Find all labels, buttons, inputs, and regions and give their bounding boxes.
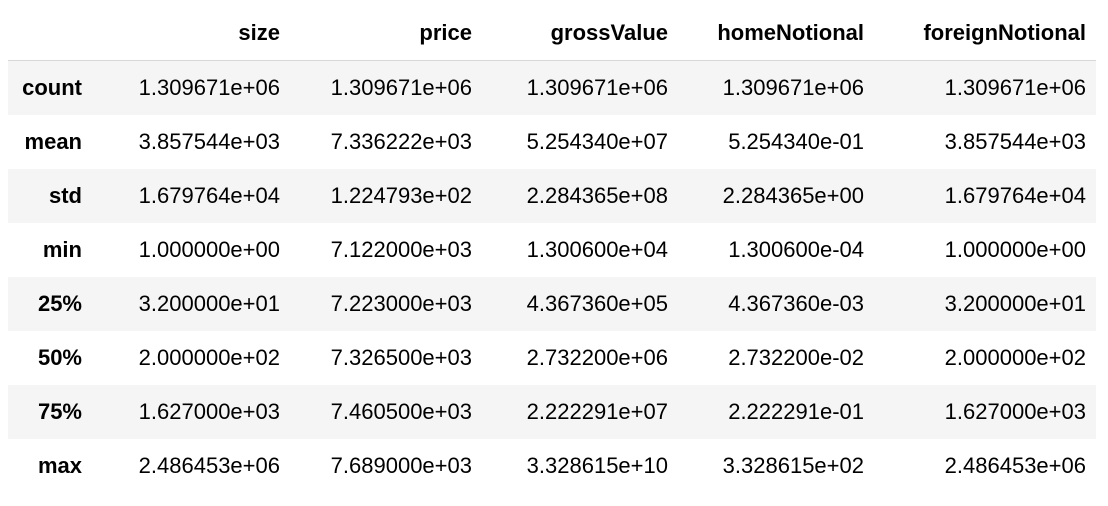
column-header-homenotional: homeNotional bbox=[717, 20, 864, 45]
row-label: min bbox=[42, 237, 82, 262]
table-cell: 3.857544e+03 bbox=[138, 129, 280, 154]
table-cell: 5.254340e+07 bbox=[526, 129, 668, 154]
table-cell: 2.222291e-01 bbox=[728, 399, 864, 424]
row-label: count bbox=[22, 75, 82, 100]
table-cell: 1.309671e+06 bbox=[722, 75, 864, 100]
table-cell: 3.200000e+01 bbox=[138, 291, 280, 316]
describe-table: size price grossValue homeNotional forei… bbox=[8, 6, 1096, 493]
table-cell: 1.627000e+03 bbox=[944, 399, 1086, 424]
header-row: size price grossValue homeNotional forei… bbox=[8, 6, 1096, 61]
table-cell: 4.367360e+05 bbox=[526, 291, 668, 316]
table-cell: 2.732200e+06 bbox=[526, 345, 668, 370]
table-cell: 1.224793e+02 bbox=[330, 183, 472, 208]
table-cell: 7.336222e+03 bbox=[330, 129, 472, 154]
table-cell: 1.309671e+06 bbox=[526, 75, 668, 100]
column-header-price: price bbox=[419, 20, 472, 45]
dataframe-output: size price grossValue homeNotional forei… bbox=[8, 6, 1096, 493]
table-row: mean 3.857544e+03 7.336222e+03 5.254340e… bbox=[8, 115, 1096, 169]
column-header-foreignnotional: foreignNotional bbox=[923, 20, 1086, 45]
table-cell: 1.309671e+06 bbox=[944, 75, 1086, 100]
table-cell: 1.679764e+04 bbox=[944, 183, 1086, 208]
table-cell: 3.200000e+01 bbox=[944, 291, 1086, 316]
table-cell: 7.223000e+03 bbox=[330, 291, 472, 316]
table-cell: 7.326500e+03 bbox=[330, 345, 472, 370]
table-cell: 1.309671e+06 bbox=[138, 75, 280, 100]
index-header bbox=[8, 6, 94, 61]
table-cell: 1.000000e+00 bbox=[138, 237, 280, 262]
table-cell: 3.328615e+02 bbox=[722, 453, 864, 478]
table-cell: 2.284365e+08 bbox=[526, 183, 668, 208]
table-cell: 2.486453e+06 bbox=[138, 453, 280, 478]
table-row: count 1.309671e+06 1.309671e+06 1.309671… bbox=[8, 60, 1096, 115]
column-header-grossvalue: grossValue bbox=[550, 20, 668, 45]
row-label: mean bbox=[24, 129, 82, 154]
table-row: max 2.486453e+06 7.689000e+03 3.328615e+… bbox=[8, 439, 1096, 493]
table-row: std 1.679764e+04 1.224793e+02 2.284365e+… bbox=[8, 169, 1096, 223]
table-cell: 1.000000e+00 bbox=[944, 237, 1086, 262]
table-cell: 1.300600e-04 bbox=[728, 237, 864, 262]
table-cell: 1.300600e+04 bbox=[526, 237, 668, 262]
table-cell: 1.679764e+04 bbox=[138, 183, 280, 208]
table-cell: 7.460500e+03 bbox=[330, 399, 472, 424]
row-label: 25% bbox=[37, 291, 82, 316]
table-cell: 5.254340e-01 bbox=[728, 129, 864, 154]
table-cell: 2.000000e+02 bbox=[944, 345, 1086, 370]
table-cell: 3.328615e+10 bbox=[526, 453, 668, 478]
table-cell: 2.732200e-02 bbox=[728, 345, 864, 370]
table-cell: 1.309671e+06 bbox=[330, 75, 472, 100]
table-cell: 2.284365e+00 bbox=[722, 183, 864, 208]
table-cell: 7.122000e+03 bbox=[330, 237, 472, 262]
table-row: min 1.000000e+00 7.122000e+03 1.300600e+… bbox=[8, 223, 1096, 277]
column-header-size: size bbox=[238, 20, 280, 45]
table-body: count 1.309671e+06 1.309671e+06 1.309671… bbox=[8, 60, 1096, 493]
table-header: size price grossValue homeNotional forei… bbox=[8, 6, 1096, 61]
row-label: std bbox=[49, 183, 82, 208]
row-label: 50% bbox=[37, 345, 82, 370]
table-row: 75% 1.627000e+03 7.460500e+03 2.222291e+… bbox=[8, 385, 1096, 439]
row-label: 75% bbox=[37, 399, 82, 424]
table-row: 50% 2.000000e+02 7.326500e+03 2.732200e+… bbox=[8, 331, 1096, 385]
row-label: max bbox=[37, 453, 82, 478]
table-cell: 1.627000e+03 bbox=[138, 399, 280, 424]
table-cell: 7.689000e+03 bbox=[330, 453, 472, 478]
table-cell: 3.857544e+03 bbox=[944, 129, 1086, 154]
table-cell: 2.222291e+07 bbox=[526, 399, 668, 424]
table-cell: 4.367360e-03 bbox=[728, 291, 864, 316]
table-cell: 2.486453e+06 bbox=[944, 453, 1086, 478]
table-row: 25% 3.200000e+01 7.223000e+03 4.367360e+… bbox=[8, 277, 1096, 331]
table-cell: 2.000000e+02 bbox=[138, 345, 280, 370]
